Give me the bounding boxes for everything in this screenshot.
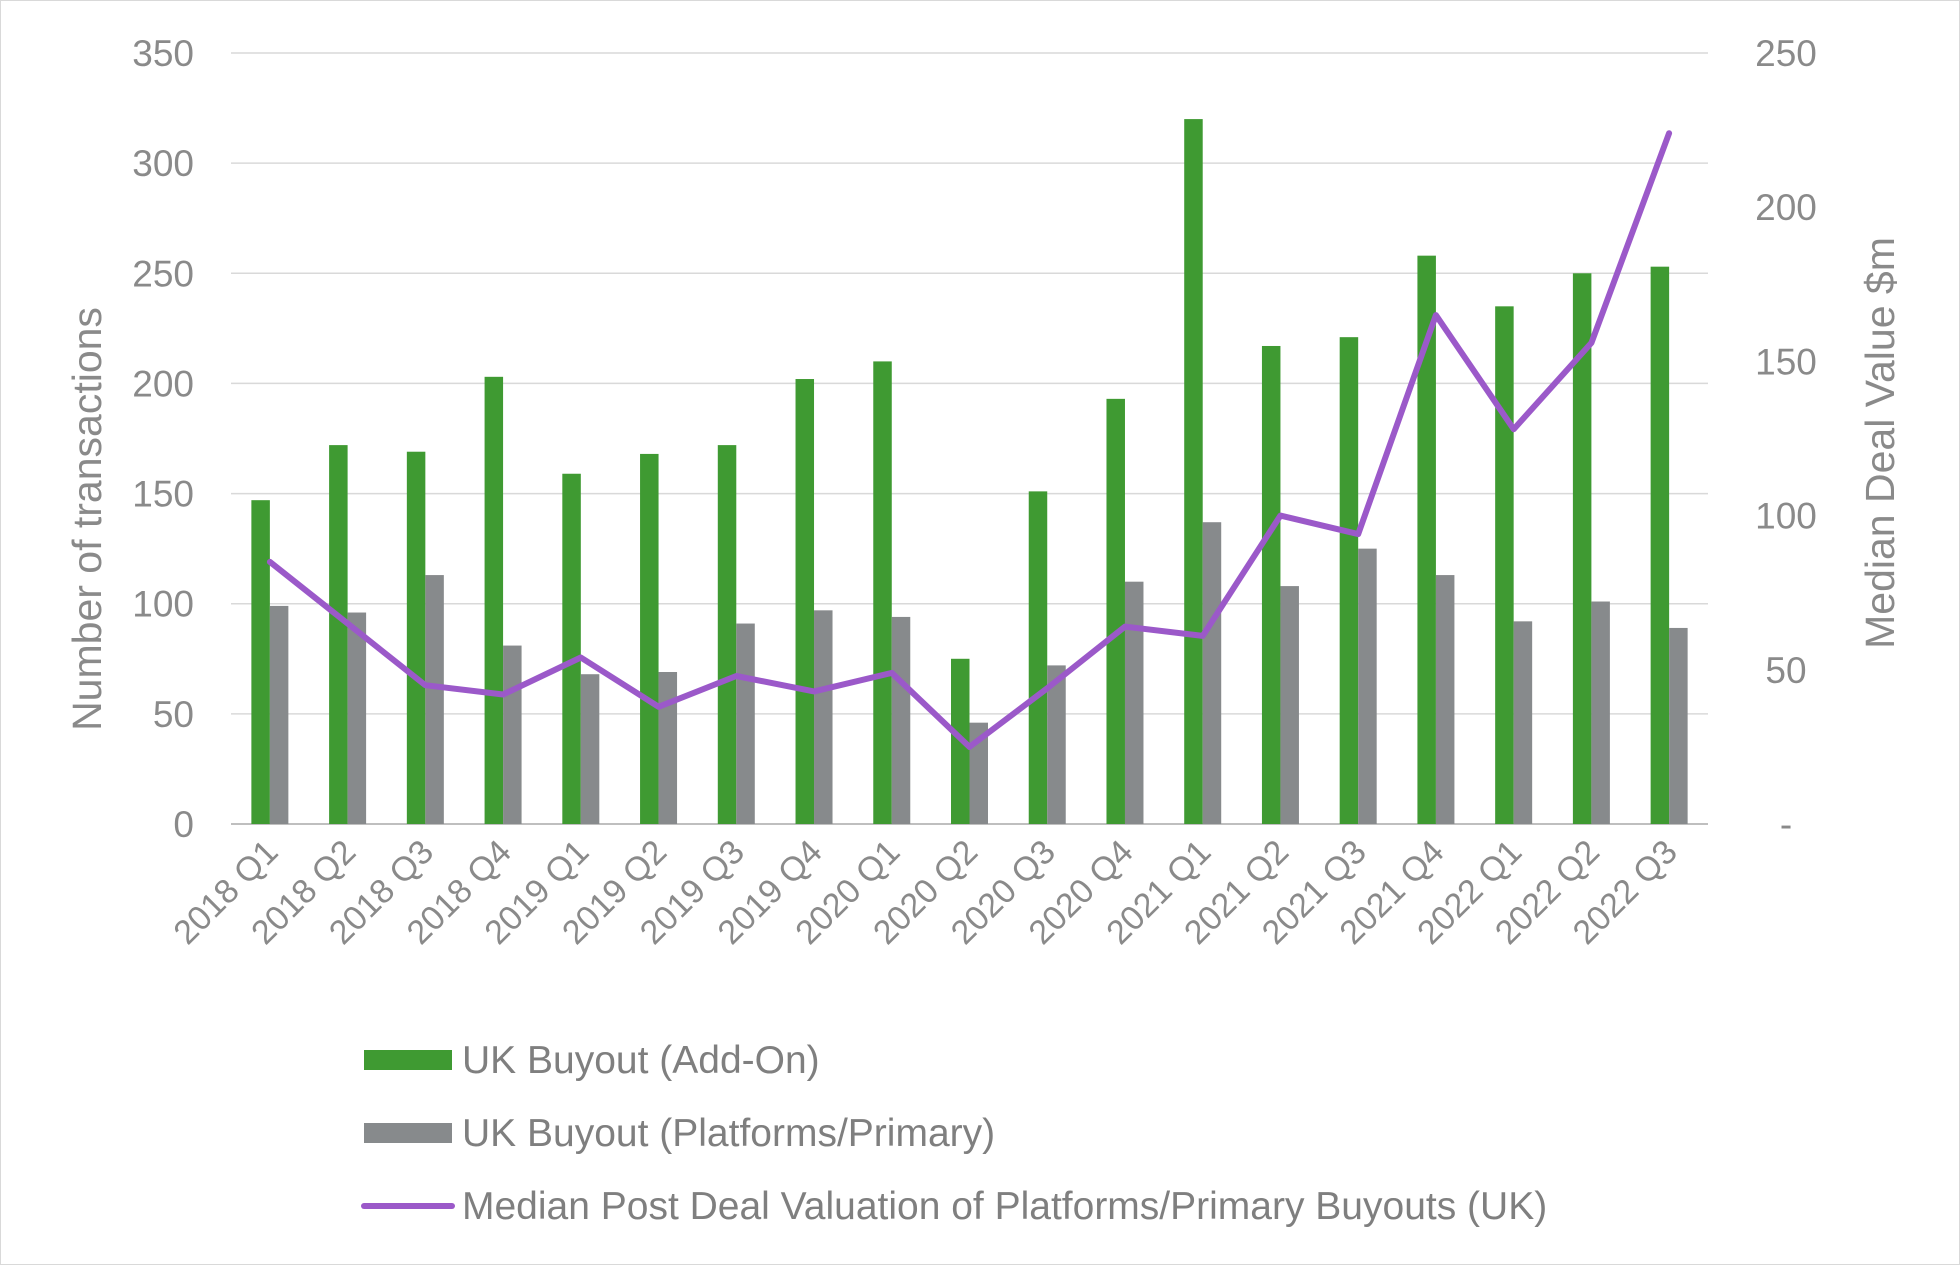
bar-platforms [969,722,988,824]
legend-label-valuation: Median Post Deal Valuation of Platforms/… [462,1185,1547,1228]
bar-add-on [1184,119,1203,825]
left-axis-title: Number of transactions [64,307,110,731]
legend-label-add-on: UK Buyout (Add-On) [462,1039,820,1082]
left-axis-ticks: 0 50 100 150 200 250 300 350 [132,33,194,845]
left-tick-label: 150 [132,474,194,515]
legend-item-add-on: UK Buyout (Add-On) [364,1039,820,1082]
bar-platforms [891,616,911,824]
bar-platforms [736,623,755,824]
right-tick-label: - [1780,804,1792,845]
right-axis-title: Median Deal Value $m [1857,237,1903,649]
bar-add-on [1028,491,1048,824]
gridlines [231,52,1708,825]
left-tick-label: 100 [132,584,194,625]
bar-add-on [1261,345,1281,824]
bar-platforms [1669,627,1688,824]
bar-add-on [1417,255,1436,825]
bar-platforms [1513,621,1533,824]
bar-platforms [1202,522,1222,824]
bar-add-on [406,451,426,824]
bar-add-on [1339,337,1359,824]
bar-add-on [1650,266,1670,825]
bar-platforms [1280,586,1299,824]
bar-add-on [329,445,348,824]
bar-add-on [484,376,504,824]
bar-platforms [269,605,289,824]
bar-add-on [1106,398,1125,824]
right-tick-label: 200 [1755,187,1817,228]
bar-platforms [1358,548,1377,824]
right-tick-label: 50 [1765,650,1806,691]
right-tick-label: 100 [1755,496,1817,537]
bars [251,119,1688,825]
bar-platforms [814,610,833,824]
bar-platforms [1124,581,1144,824]
right-tick-label: 250 [1755,33,1817,74]
bar-add-on [873,361,892,824]
legend-swatch-add-on [364,1050,452,1070]
bar-platforms [347,612,367,824]
right-axis-ticks: - 50 100 150 200 250 [1755,33,1817,845]
legend-item-platforms: UK Buyout (Platforms/Primary) [364,1112,995,1155]
legend: UK Buyout (Add-On) UK Buyout (Platforms/… [361,1039,1547,1228]
legend-label-platforms: UK Buyout (Platforms/Primary) [462,1112,995,1155]
bar-platforms [658,672,678,824]
left-tick-label: 300 [132,143,194,184]
valuation-line [266,130,1673,750]
bar-add-on [251,500,270,824]
right-tick-label: 150 [1755,341,1817,382]
bar-platforms [580,674,600,824]
left-tick-label: 350 [132,33,194,74]
left-tick-label: 0 [173,804,194,845]
left-tick-label: 250 [132,253,194,294]
left-tick-label: 50 [153,694,194,735]
bar-platforms [1047,665,1066,824]
bar-add-on [795,379,815,824]
bar-add-on [562,473,581,824]
bar-add-on [1572,273,1592,824]
left-tick-label: 200 [132,363,194,404]
valuation-line-layer [266,130,1673,750]
bar-add-on [1495,306,1514,824]
bar-add-on [640,453,659,824]
legend-swatch-platforms [364,1123,452,1143]
bar-platforms [1435,575,1455,824]
bar-platforms [425,575,444,824]
bar-add-on [717,445,737,824]
legend-item-valuation: Median Post Deal Valuation of Platforms/… [361,1185,1547,1228]
bar-platforms [503,645,522,824]
bar-platforms [1591,601,1610,824]
